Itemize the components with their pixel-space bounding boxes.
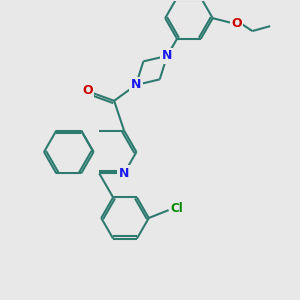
Text: O: O — [231, 16, 242, 30]
Text: O: O — [82, 84, 93, 98]
Text: N: N — [131, 79, 141, 92]
Text: N: N — [119, 167, 129, 180]
Text: Cl: Cl — [170, 202, 183, 214]
Text: N: N — [162, 49, 172, 62]
